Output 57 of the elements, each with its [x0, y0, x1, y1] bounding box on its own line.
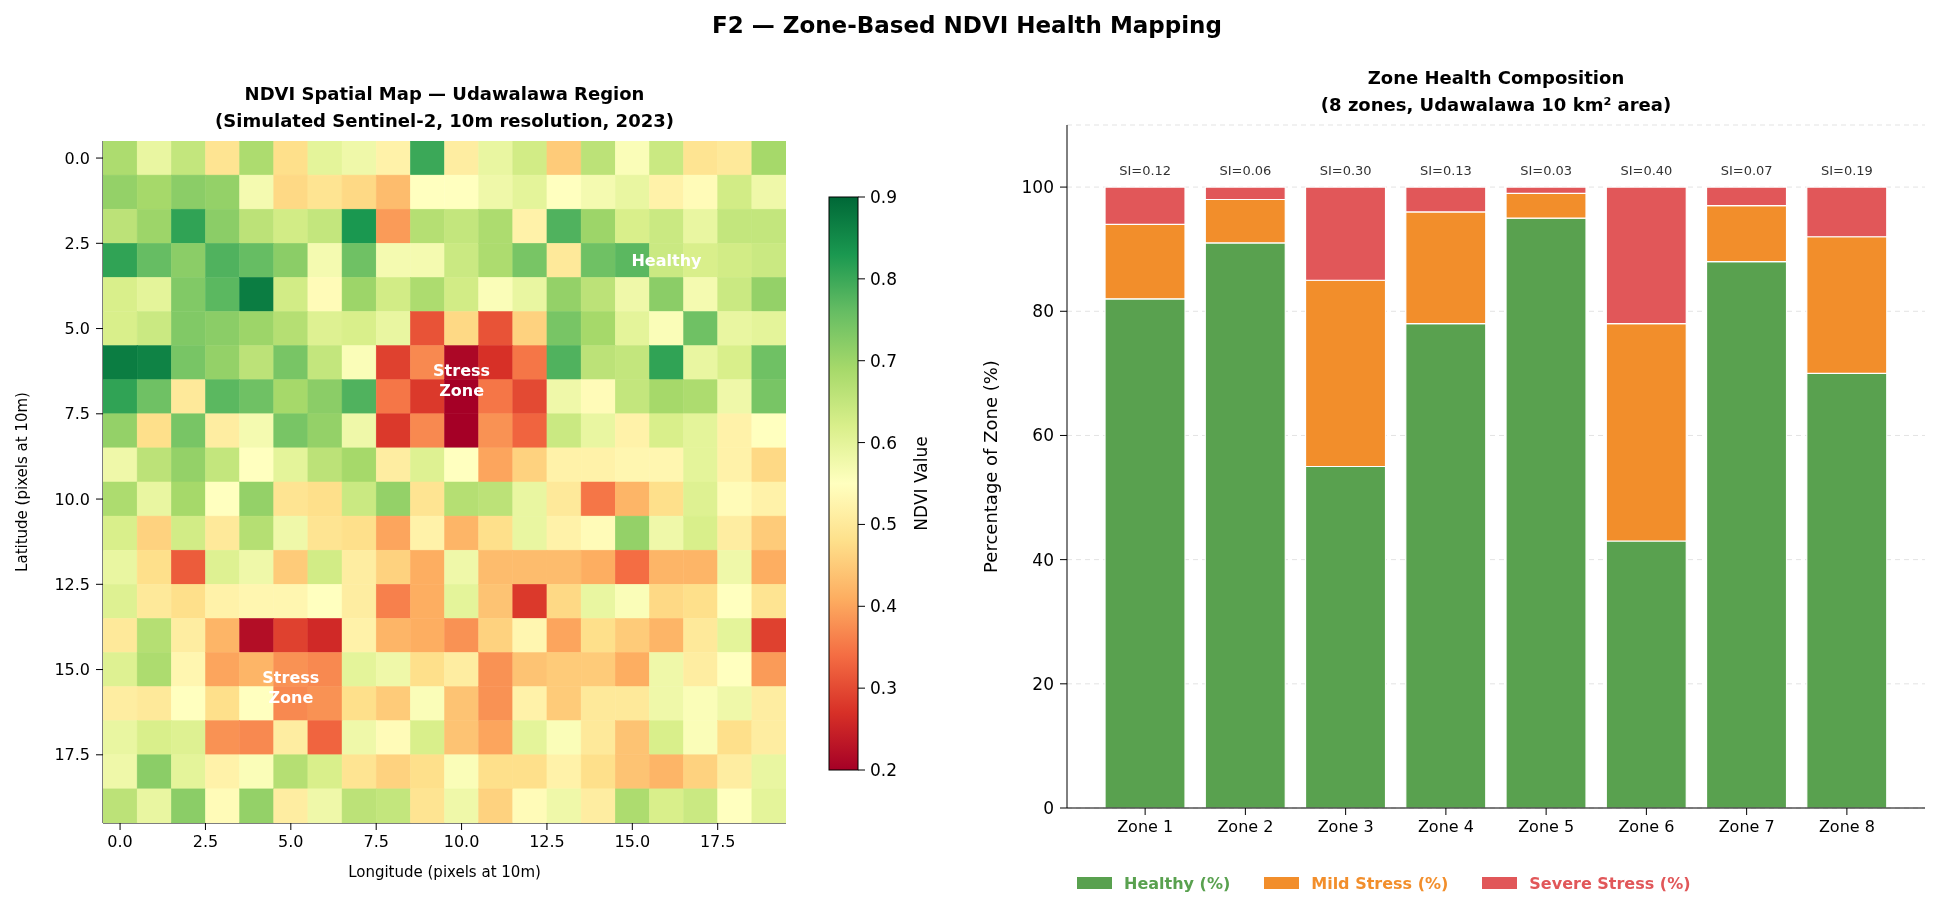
- color-bar-title: NDVI Value: [911, 436, 931, 531]
- text: Healthy (%): [1124, 873, 1231, 893]
- color-bar-label: 0.9: [870, 187, 898, 207]
- x-tick-label: Zone 5: [1518, 817, 1575, 837]
- legend-label: Severe Stress (%): [1529, 873, 1691, 893]
- x-tick-label: 5.0: [278, 832, 304, 852]
- color-bar-label: 0.3: [870, 678, 898, 699]
- y-tick-label: 2.5: [64, 233, 90, 253]
- x-tick-label: Zone 4: [1417, 817, 1474, 837]
- annotation: SI=0.12: [1119, 162, 1172, 178]
- y-tick-label: 60: [1032, 425, 1054, 446]
- x-axis-title: Longitude (pixels at 10m): [348, 863, 541, 881]
- color-bar-label: 0.4: [870, 596, 898, 617]
- x-tick-label: 2.5: [192, 832, 219, 852]
- annotation: SI=0.06: [1219, 162, 1272, 178]
- x-tick-label: 12.5: [529, 832, 565, 852]
- y-tick-label: 5.0: [64, 319, 90, 339]
- x-tick-label: 10.0: [443, 832, 480, 852]
- color-bar-label: 0.8: [870, 268, 898, 289]
- x-tick-label: Zone 7: [1718, 817, 1775, 837]
- y-tick-label: 40: [1032, 549, 1054, 570]
- legend-label: Mild Stress (%): [1311, 873, 1449, 893]
- y-tick-label: 0.0: [64, 148, 90, 168]
- annotation: SI=0.30: [1319, 162, 1372, 178]
- chart-title: Zone Health Composition (8 zones, Udawalawa 10 km² area): [1319, 66, 1673, 117]
- y-tick-label: 100: [1021, 177, 1054, 198]
- annotation: SI=0.03: [1520, 162, 1573, 178]
- y-axis-title: Latitude (pixels at 10m): [13, 392, 31, 572]
- x-tick-label: Zone 3: [1317, 817, 1374, 837]
- y-tick-label: 80: [1032, 301, 1054, 322]
- x-tick-label: 15.0: [614, 832, 651, 852]
- annotation: Stress Zone: [433, 360, 491, 400]
- y-tick-label: 15.0: [54, 660, 90, 680]
- color-bar-label: 0.5: [870, 514, 898, 535]
- annotation: SI=0.40: [1620, 162, 1673, 178]
- x-tick-label: Zone 8: [1818, 817, 1875, 837]
- color-bar-label: 0.6: [870, 432, 898, 453]
- y-tick-label: 20: [1032, 673, 1054, 694]
- chart-title: NDVI Spatial Map — Udawalawa Region (Simulated Sentinel-2, 10m resolution, 2023): [214, 82, 675, 133]
- annotation: SI=0.07: [1720, 162, 1773, 178]
- x-tick-label: Zone 1: [1117, 817, 1174, 837]
- x-tick-label: Zone 6: [1618, 817, 1675, 837]
- annotation: SI=0.19: [1820, 162, 1873, 178]
- y-tick-label: 7.5: [64, 404, 90, 424]
- text: F2 — Zone-Based NDVI Health Mapping: [711, 11, 1223, 40]
- y-tick-label: 10.0: [54, 489, 90, 509]
- y-tick-label: 12.5: [54, 574, 90, 594]
- y-tick-label: 17.5: [54, 745, 90, 765]
- y-tick-label: 0: [1043, 798, 1054, 819]
- x-tick-label: 0.0: [107, 832, 133, 852]
- y-axis-title: Percentage of Zone (%): [979, 360, 1001, 573]
- x-tick-label: 7.5: [363, 832, 389, 852]
- annotation: SI=0.13: [1419, 162, 1472, 178]
- color-bar-label: 0.7: [870, 350, 898, 371]
- x-tick-label: Zone 2: [1217, 817, 1274, 837]
- x-tick-label: 17.5: [699, 832, 736, 852]
- color-bar-label: 0.2: [870, 760, 898, 780]
